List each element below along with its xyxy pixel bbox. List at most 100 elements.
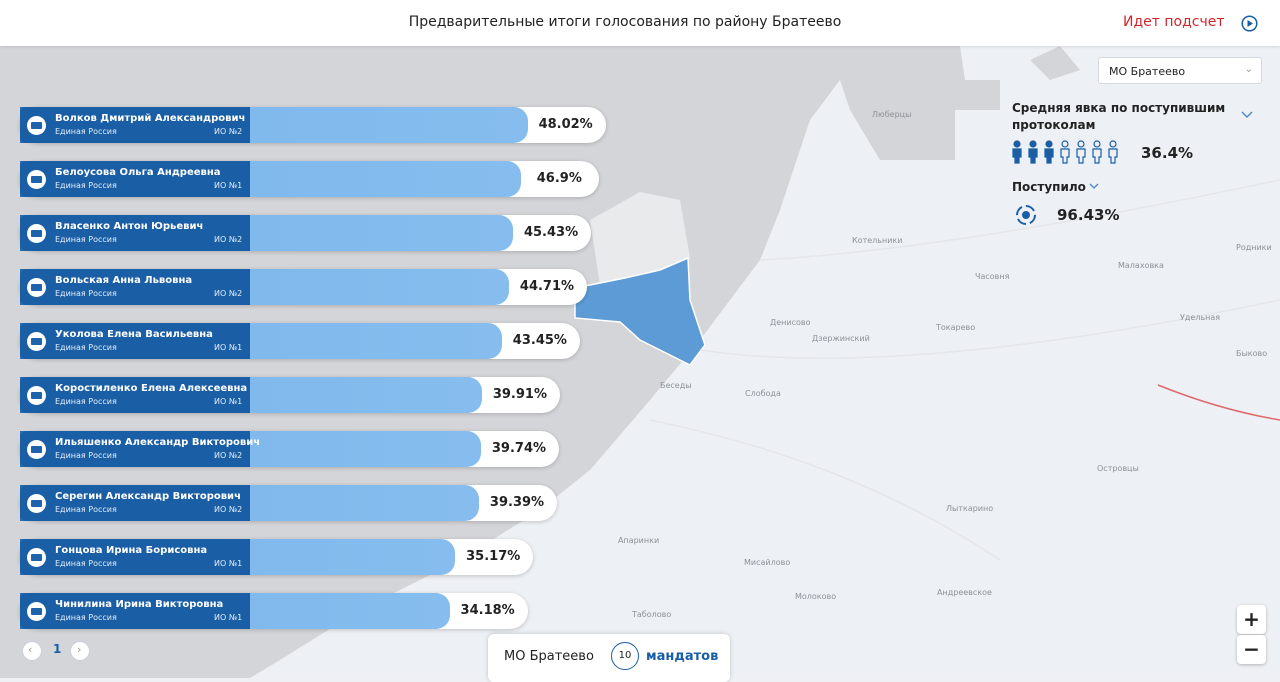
person-icon: [1060, 148, 1070, 164]
map-label: Дзержинский: [812, 334, 870, 343]
district-select[interactable]: МО Братеево ⌄: [1098, 57, 1262, 84]
candidate-name: Серегин Александр Викторович: [55, 491, 241, 502]
prev-page[interactable]: ‹: [22, 641, 42, 661]
candidate-name: Уколова Елена Васильевна: [55, 329, 213, 340]
candidate-row: Вольская Анна Львовна Единая Россия ИО №2 4…: [20, 269, 587, 305]
person-icon: [1044, 148, 1054, 164]
percent-label: 48.02%: [538, 117, 593, 132]
candidate-card: Белоусова Ольга Андреевна Единая Россия ИО…: [20, 161, 250, 197]
party-logo: [27, 548, 46, 567]
map-label: Часовня: [975, 272, 1010, 281]
map-label: Апаринки: [618, 536, 659, 545]
percent-label: 45.43%: [523, 225, 579, 240]
turnout-value: 36.4%: [1141, 144, 1194, 162]
map-label: Котельники: [852, 236, 902, 245]
map-label: Люберцы: [872, 110, 911, 119]
candidate-row: Гонцова Ирина Борисовна Единая Россия ИО №…: [20, 539, 534, 575]
map-label: Слобода: [745, 389, 781, 398]
candidate-district: ИО №1: [214, 181, 243, 190]
person-icon: [1028, 148, 1038, 164]
candidate-district: ИО №2: [214, 505, 243, 514]
turnout-icons: [1012, 140, 1118, 164]
map-label: Лыткарино: [946, 504, 993, 513]
candidate-row: Коростиленко Елена Алексеевна Единая Росс…: [20, 377, 560, 413]
page-number[interactable]: 1: [53, 642, 62, 656]
percent-label: 39.39%: [489, 495, 545, 510]
percent-label: 43.45%: [512, 333, 567, 348]
candidate-district: ИО №2: [214, 451, 243, 460]
candidate-party: Единая Россия: [55, 613, 117, 622]
footer-district: МО Братеево: [504, 649, 594, 664]
select-value: МО Братеево: [1109, 65, 1186, 78]
person-icon: [1029, 140, 1037, 148]
person-icon: [1045, 140, 1053, 148]
candidate-name: Власенко Антон Юрьевич: [55, 221, 204, 232]
candidate-card: Чинилина Ирина Викторовна Единая Россия ИО…: [20, 593, 250, 629]
map-label: Молоково: [795, 592, 836, 601]
candidate-party: Единая Россия: [55, 289, 117, 298]
map-label: Удельная: [1180, 313, 1220, 322]
map-label: Денисово: [770, 318, 811, 327]
person-icon: [1077, 140, 1085, 148]
candidate-row: Белоусова Ольга Андреевна Единая Россия ИО…: [20, 161, 600, 197]
candidate-card: Серегин Александр Викторович Единая Росси…: [20, 485, 250, 521]
percent-label: 46.9%: [536, 171, 582, 186]
expand-icon[interactable]: [1240, 108, 1254, 120]
candidate-district: ИО №1: [214, 397, 243, 406]
person-icon: [1012, 148, 1022, 164]
candidate-district: ИО №2: [214, 289, 243, 298]
candidate-name: Белоусова Ольга Андреевна: [55, 167, 221, 178]
candidate-row: Уколова Елена Васильевна Единая Россия ИО …: [20, 323, 580, 359]
map-roads: [649, 179, 1280, 561]
candidate-card: Уколова Елена Васильевна Единая Россия ИО …: [20, 323, 250, 359]
candidate-card: Власенко Антон Юрьевич Единая Россия ИО №2: [20, 215, 250, 251]
candidate-row: Чинилина Ирина Викторовна Единая Россия ИО…: [20, 593, 528, 629]
percent-label: 34.18%: [460, 603, 515, 618]
party-logo: [27, 278, 46, 297]
person-icon: [1108, 148, 1118, 164]
candidate-party: Единая Россия: [55, 397, 117, 406]
map-label: Токарево: [935, 323, 975, 332]
person-icon: [1061, 140, 1069, 148]
candidate-district: ИО №1: [214, 559, 243, 568]
candidate-card: Волков Дмитрий Александрович Единая Росси…: [20, 107, 250, 143]
zoom-in[interactable]: +: [1237, 605, 1266, 634]
next-page[interactable]: ›: [70, 641, 90, 661]
candidate-party: Единая Россия: [55, 559, 117, 568]
party-logo: [27, 116, 46, 135]
candidate-name: Гонцова Ирина Борисовна: [55, 545, 208, 556]
page-title: Предварительные итоги голосования по рай…: [408, 14, 842, 30]
candidate-card: Гонцова Ирина Борисовна Единая Россия ИО №…: [20, 539, 250, 575]
turnout-title: Средняя явка по поступившим протоколам: [1012, 101, 1226, 132]
map-label: Быково: [1236, 349, 1267, 358]
candidate-party: Единая Россия: [55, 127, 117, 136]
play-button[interactable]: [1241, 15, 1258, 32]
zoom-out[interactable]: −: [1237, 635, 1266, 664]
map-region: [1030, 46, 1080, 80]
candidate-name: Волков Дмитрий Александрович: [55, 113, 246, 124]
candidate-row: Власенко Антон Юрьевич Единая Россия ИО №2…: [20, 215, 592, 251]
percent-label: 44.71%: [519, 279, 575, 294]
mandates-label: мандатов: [646, 649, 719, 664]
candidate-party: Единая Россия: [55, 451, 117, 460]
candidate-card: Вольская Анна Львовна Единая Россия ИО №2: [20, 269, 250, 305]
percent-label: 35.17%: [466, 549, 521, 564]
map-label: Островцы: [1097, 464, 1139, 473]
candidate-name: Ильяшенко Александр Викторович: [55, 437, 261, 448]
candidate-row: Серегин Александр Викторович Единая Росси…: [20, 485, 557, 521]
candidate-district: ИО №2: [214, 235, 243, 244]
candidate-district: ИО №2: [214, 127, 243, 136]
map-label: Мисайлово: [744, 558, 790, 567]
map-road: [1157, 384, 1280, 421]
party-logo: [27, 440, 46, 459]
select-arrow: ⌄: [1244, 64, 1253, 75]
party-logo: [27, 224, 46, 243]
person-icon: [1013, 140, 1021, 148]
map-label: Таболово: [631, 610, 671, 619]
expand-icon[interactable]: [1088, 181, 1100, 191]
party-logo: [27, 170, 46, 189]
person-icon: [1092, 148, 1102, 164]
party-logo: [27, 332, 46, 351]
party-logo: [27, 602, 46, 621]
